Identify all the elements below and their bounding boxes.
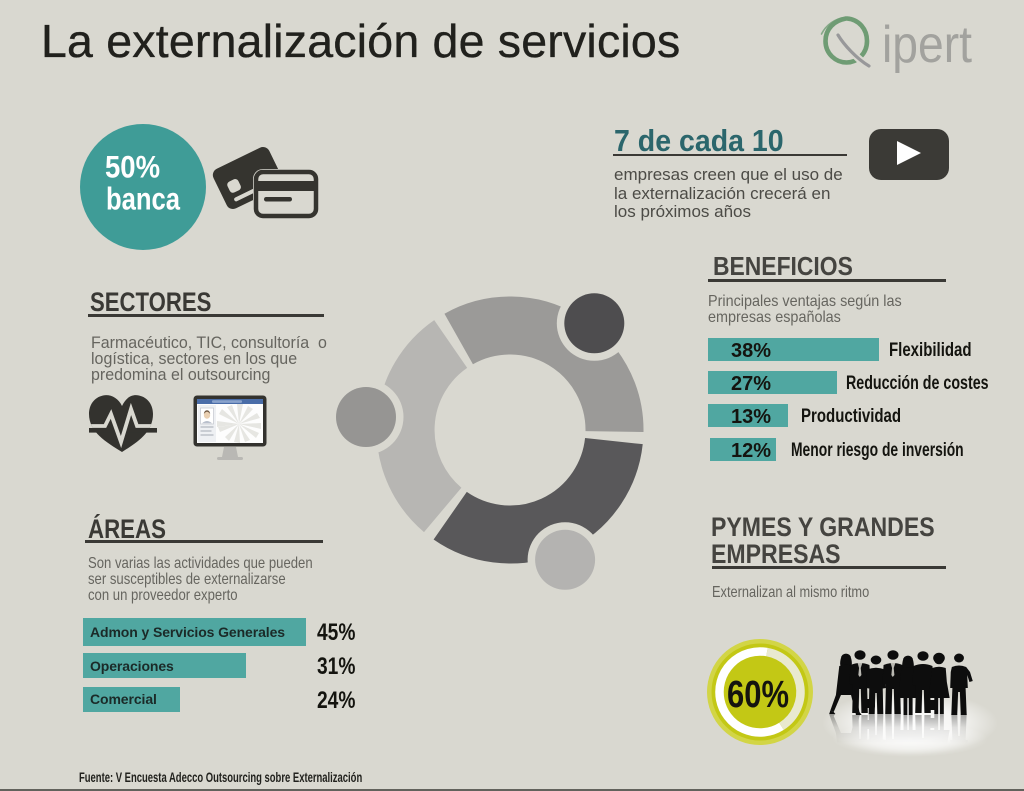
svg-text:60%: 60%	[727, 674, 789, 716]
svg-text:ipert: ipert	[882, 16, 972, 74]
svg-text:50%: 50%	[105, 149, 160, 185]
svg-text:banca: banca	[106, 181, 180, 217]
